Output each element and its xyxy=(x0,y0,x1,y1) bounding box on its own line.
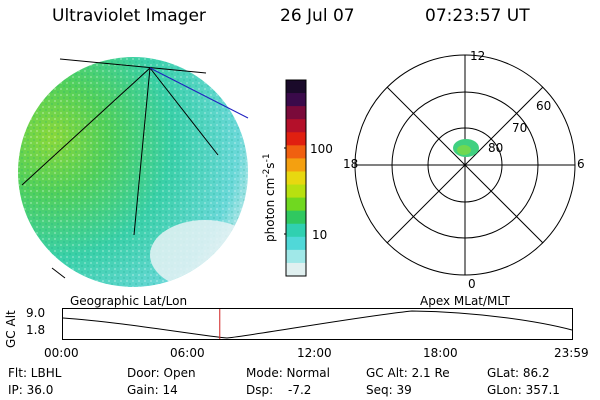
info-door: Door: Open xyxy=(127,366,196,380)
colorbar-segment xyxy=(286,145,306,159)
timeline-axis-label: GC Alt xyxy=(4,310,18,348)
geographic-grid-lines xyxy=(21,58,219,279)
polar-plot: 12 18 6 0 60 70 80 xyxy=(343,49,585,290)
timeline-left-label: Geographic Lat/Lon xyxy=(70,294,188,308)
lat-label-70: 70 xyxy=(512,121,527,135)
colorbar-segment xyxy=(286,119,306,133)
colorbar-tick-10: 10 xyxy=(312,228,328,242)
colorbar-segment xyxy=(286,80,306,94)
info-dsp-value: -7.2 xyxy=(288,383,312,397)
info-gain: Gain: 14 xyxy=(127,383,178,397)
colorbar-segment xyxy=(286,184,306,199)
terminator-line xyxy=(149,67,249,119)
auroral-oval-core xyxy=(457,145,471,155)
dayside-glow xyxy=(150,220,248,287)
unit-s: s xyxy=(263,162,277,169)
mlt-label-0: 0 xyxy=(468,277,476,290)
time-label: 07:23:57 UT xyxy=(425,6,530,26)
timeline-xtick-0000: 00:00 xyxy=(44,346,79,360)
altitude-timeline xyxy=(62,308,573,340)
mlt-diagonal-2 xyxy=(386,86,544,244)
mlt-label-6: 6 xyxy=(577,157,585,171)
info-dsp-label: Dsp: xyxy=(246,383,274,397)
colorbar-unit-label: photon cm-2s-1 xyxy=(262,153,277,242)
auroral-image xyxy=(18,57,249,287)
altitude-curve xyxy=(62,310,573,339)
date-label: 26 Jul 07 xyxy=(280,6,355,26)
colorbar-gradient xyxy=(286,80,306,277)
timeline-xtick-0600: 06:00 xyxy=(170,346,205,360)
timeline-ytick-min: 1.8 xyxy=(26,323,46,337)
info-glon: GLon: 357.1 xyxy=(487,383,560,397)
lat-label-80: 80 xyxy=(488,141,503,155)
timeline-xtick-2359: 23:59 xyxy=(554,346,589,360)
colorbar-segment xyxy=(286,132,306,146)
mlt-label-18: 18 xyxy=(343,157,358,171)
colorbar-segment xyxy=(286,93,306,107)
timeline-xtick-1800: 18:00 xyxy=(423,346,458,360)
colorbar-segment xyxy=(286,249,306,264)
colorbar-frame xyxy=(285,79,307,277)
mlt-label-12: 12 xyxy=(470,49,485,63)
colorbar-tick-100: 100 xyxy=(310,142,333,156)
timeline-xtick-1200: 12:00 xyxy=(297,346,332,360)
info-seq: Seq: 39 xyxy=(366,383,412,397)
timeline-right-label: Apex MLat/MLT xyxy=(420,294,510,308)
timeline-frame xyxy=(62,308,573,340)
info-glat: GLat: 86.2 xyxy=(487,366,550,380)
info-gc-alt: GC Alt: 2.1 Re xyxy=(366,366,450,380)
colorbar-segment xyxy=(286,158,306,172)
info-filter: Flt: LBHL xyxy=(8,366,62,380)
timeline-ytick-max: 9.0 xyxy=(26,306,46,320)
colorbar-segment xyxy=(286,262,306,277)
instrument-title: Ultraviolet Imager xyxy=(52,6,206,26)
colorbar-segment xyxy=(286,223,306,238)
info-ip: IP: 36.0 xyxy=(8,383,54,397)
unit-text: photon cm xyxy=(263,177,277,242)
info-mode: Mode: Normal xyxy=(246,366,330,380)
colorbar-segment xyxy=(286,236,306,251)
lat-label-60: 60 xyxy=(536,99,551,113)
colorbar-segment xyxy=(286,106,306,120)
colorbar-segment xyxy=(286,171,306,186)
unit-exp-2: -1 xyxy=(262,153,272,163)
unit-exp-1: -2 xyxy=(262,168,272,178)
colorbar xyxy=(284,79,307,277)
colorbar-segment xyxy=(286,210,306,225)
colorbar-segment xyxy=(286,197,306,212)
